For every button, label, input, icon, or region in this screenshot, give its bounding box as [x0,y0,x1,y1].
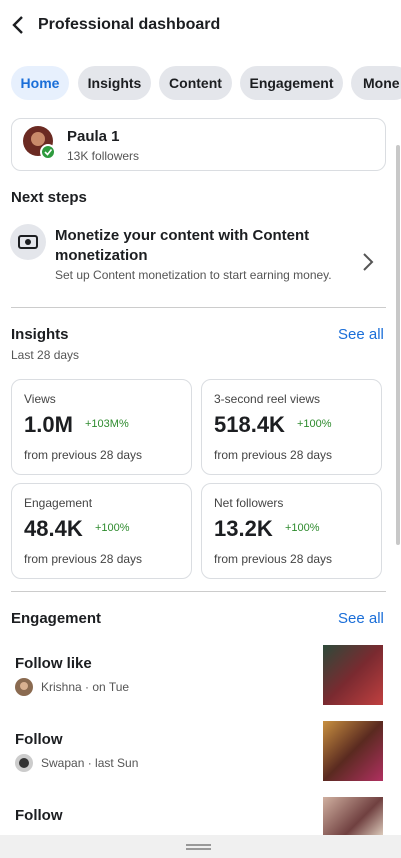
engagement-title: Follow [15,807,63,824]
thumbnail[interactable] [323,797,383,837]
thumbnail[interactable] [323,721,383,781]
tab[interactable]: Home [11,66,69,100]
profile-card[interactable]: Paula 1 13K followers [11,118,386,171]
next-step-text: Set up Content monetization to start ear… [55,268,332,282]
profile-name: Paula 1 [67,128,120,145]
section-title: Engagement [11,610,102,627]
section-title: Insights [11,326,69,343]
period: Last 28 days [11,348,80,362]
section-title: Next steps [11,189,87,206]
insight-label: 3-second reel views [214,392,321,406]
see-all[interactable]: See all [338,326,384,343]
engagement-meta: Krishna · on Tue [41,680,130,694]
insight-note: from previous 28 days [214,552,333,566]
insight-change: +100% [285,522,320,534]
insight-note: from previous 28 days [24,552,143,566]
insight-card[interactable]: Net followers 13.2K +100% from previous 28 … [201,483,382,579]
monetize-icon [10,224,46,260]
insight-label: Views [24,392,56,406]
engagement-title: Follow [15,731,63,748]
bottom-bar [0,835,401,858]
insight-change: +100% [95,522,130,534]
profile-followers: 13K followers [67,149,140,163]
insight-change: +103M% [85,418,129,430]
insight-value: 48.4K [24,516,83,541]
page-title: Professional dashboard [38,16,221,33]
insight-label: Engagement [24,496,93,510]
divider [11,591,386,592]
insight-card[interactable]: Engagement 48.4K +100% from previous 28 day… [11,483,192,579]
engagement-meta: Swapan · last Sun [41,756,139,770]
insight-note: from previous 28 days [24,448,143,462]
tab[interactable]: Insights [78,66,151,100]
avatar [23,126,56,160]
next-step-title[interactable]: Monetize your content with Content monet… [55,227,310,264]
insight-card[interactable]: Views 1.0M +103M% from previous 28 days [11,379,192,475]
see-all[interactable]: See all [338,610,384,627]
tab[interactable]: Content [159,66,232,100]
insight-note: from previous 28 days [214,448,333,462]
insight-card[interactable]: 3-second reel views 518.4K +100% from previ… [201,379,382,475]
avatar [15,754,33,772]
insight-value: 1.0M [24,412,73,437]
tab[interactable]: Engagement [240,66,343,100]
thumbnail[interactable] [323,645,383,705]
divider [11,307,386,308]
chevron[interactable] [362,252,374,272]
insight-value: 13.2K [214,516,273,541]
insight-label: Net followers [214,496,284,510]
avatar [15,678,33,696]
engagement-title: Follow like [15,655,92,672]
insight-change: +100% [297,418,332,430]
back-button[interactable] [10,15,26,35]
scrollbar[interactable] [396,145,400,545]
insight-value: 518.4K [214,412,285,437]
tab[interactable]: Mone [351,66,401,100]
handle[interactable] [186,844,211,846]
